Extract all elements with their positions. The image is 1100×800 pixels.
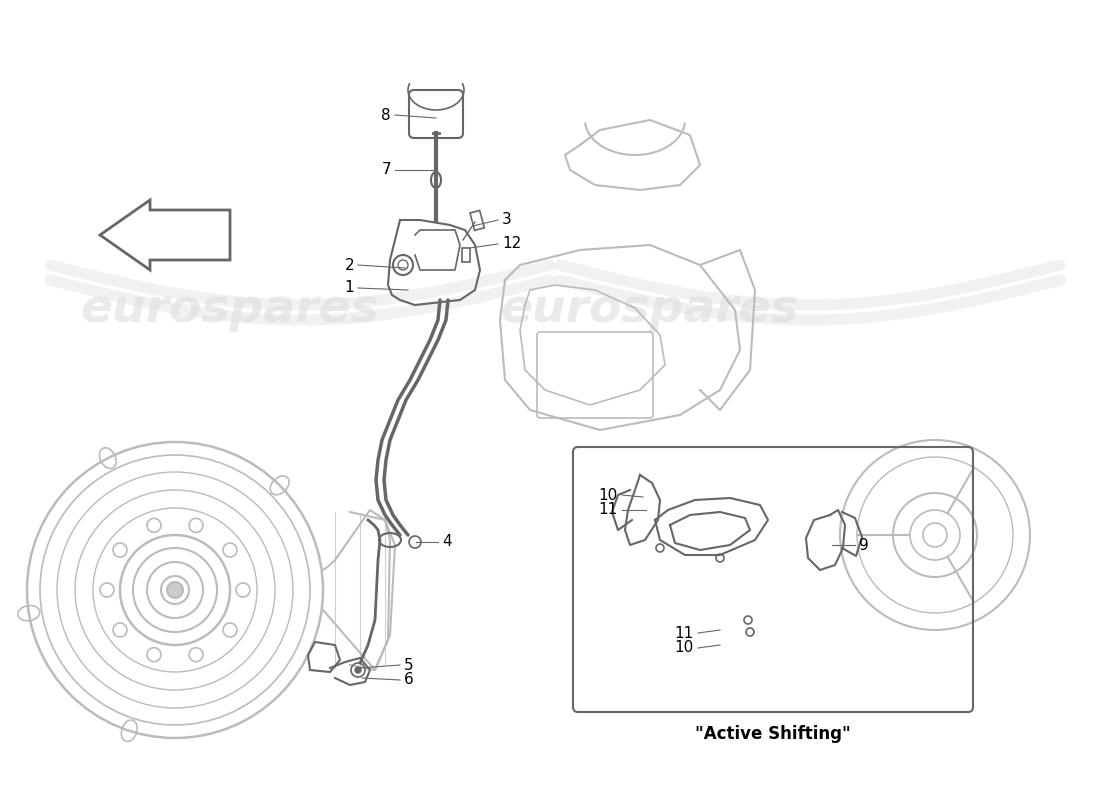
Text: eurospares: eurospares [80,287,380,333]
Circle shape [355,667,361,673]
Text: 11: 11 [674,626,694,641]
Text: 10: 10 [598,487,618,502]
Text: 9: 9 [859,538,869,553]
Text: 1: 1 [344,281,354,295]
Bar [470,210,484,230]
Text: 11: 11 [598,502,618,518]
Text: "Active Shifting": "Active Shifting" [695,725,851,743]
Text: eurospares: eurospares [500,287,800,333]
Text: 12: 12 [502,237,521,251]
Circle shape [167,582,183,598]
Text: 4: 4 [442,534,452,550]
Bar [462,248,470,262]
Text: 2: 2 [344,258,354,273]
Text: 6: 6 [404,673,414,687]
Text: 8: 8 [382,107,390,122]
Text: 5: 5 [404,658,414,673]
Text: 3: 3 [502,213,512,227]
Text: 10: 10 [674,641,694,655]
Text: 7: 7 [382,162,390,178]
